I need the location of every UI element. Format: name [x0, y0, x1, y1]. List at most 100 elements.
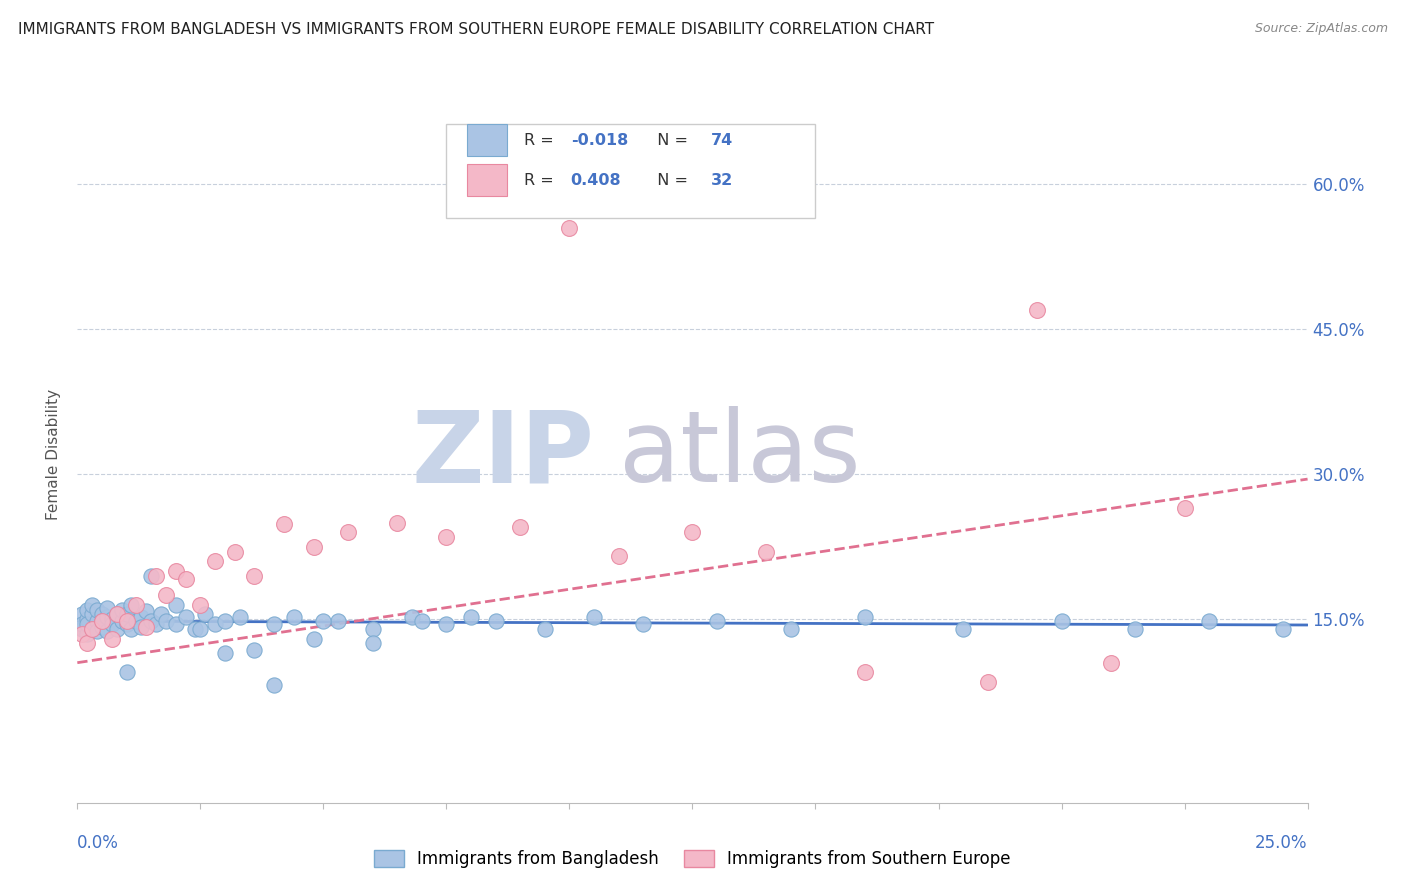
Point [853, 665, 876, 680]
Point [263, 617, 285, 632]
Text: -0.018: -0.018 [571, 133, 628, 147]
Point [111, 614, 132, 628]
Text: N =: N = [647, 172, 693, 187]
Text: 0.408: 0.408 [571, 172, 621, 187]
Point [141, 614, 163, 628]
Point [1026, 303, 1049, 318]
Point [70, 617, 93, 632]
Point [70, 607, 93, 622]
Point [302, 632, 325, 646]
Point [76, 626, 98, 640]
Point [214, 614, 236, 628]
Text: R =: R = [524, 133, 558, 147]
Point [682, 525, 704, 540]
Point [70, 626, 93, 640]
Point [125, 598, 148, 612]
Point [121, 622, 143, 636]
Point [150, 607, 173, 622]
Point [115, 665, 138, 680]
Point [263, 678, 285, 692]
Text: 25.0%: 25.0% [1256, 834, 1308, 852]
Point [401, 610, 423, 624]
Point [105, 607, 128, 622]
Point [411, 614, 433, 628]
Point [243, 568, 266, 582]
Point [145, 568, 167, 582]
Point [436, 617, 458, 632]
Point [302, 540, 325, 554]
Point [86, 614, 108, 628]
Point [583, 610, 606, 624]
Point [174, 610, 197, 624]
Point [82, 607, 104, 622]
Point [977, 675, 1000, 690]
Point [706, 614, 728, 628]
Point [558, 220, 581, 235]
Text: atlas: atlas [619, 407, 860, 503]
Point [135, 605, 157, 619]
Point [121, 598, 143, 612]
Point [534, 622, 557, 636]
Point [76, 612, 98, 626]
Point [155, 614, 177, 628]
Point [76, 602, 98, 616]
Point [129, 620, 153, 634]
Point [76, 617, 98, 632]
Point [90, 614, 114, 628]
Point [141, 568, 163, 582]
Point [96, 600, 118, 615]
Point [243, 643, 266, 657]
Text: IMMIGRANTS FROM BANGLADESH VS IMMIGRANTS FROM SOUTHERN EUROPE FEMALE DISABILITY : IMMIGRANTS FROM BANGLADESH VS IMMIGRANTS… [18, 22, 935, 37]
Point [82, 598, 104, 612]
Point [273, 517, 295, 532]
Text: ZIP: ZIP [411, 407, 595, 503]
Point [853, 610, 876, 624]
Point [101, 612, 124, 626]
Point [105, 607, 128, 622]
Text: 32: 32 [711, 172, 733, 187]
Point [145, 617, 167, 632]
Point [86, 624, 108, 638]
Point [188, 598, 212, 612]
Point [76, 636, 98, 650]
Point [96, 624, 118, 638]
Point [90, 614, 114, 628]
Point [228, 610, 252, 624]
Text: R =: R = [524, 172, 558, 187]
Point [361, 622, 384, 636]
Point [115, 614, 138, 628]
Text: 74: 74 [711, 133, 733, 147]
Point [607, 549, 630, 564]
FancyBboxPatch shape [467, 164, 506, 195]
Point [214, 646, 236, 660]
Point [82, 622, 104, 636]
Point [111, 602, 132, 616]
Point [204, 554, 226, 568]
Point [326, 614, 350, 628]
Point [460, 610, 482, 624]
Point [184, 622, 207, 636]
Point [633, 617, 655, 632]
Point [385, 516, 409, 530]
Point [1272, 622, 1295, 636]
Point [224, 544, 246, 558]
Point [188, 622, 212, 636]
Point [82, 622, 104, 636]
Point [1050, 614, 1073, 628]
Point [101, 632, 124, 646]
Point [165, 598, 187, 612]
Point [283, 610, 305, 624]
Point [1099, 656, 1122, 670]
Point [194, 607, 217, 622]
Point [129, 610, 153, 624]
Point [1198, 614, 1220, 628]
Point [174, 572, 197, 586]
FancyBboxPatch shape [467, 124, 506, 156]
FancyBboxPatch shape [447, 124, 815, 219]
Point [86, 602, 108, 616]
Point [90, 607, 114, 622]
Point [1125, 622, 1147, 636]
Point [155, 588, 177, 602]
Point [509, 520, 531, 534]
Point [125, 614, 148, 628]
